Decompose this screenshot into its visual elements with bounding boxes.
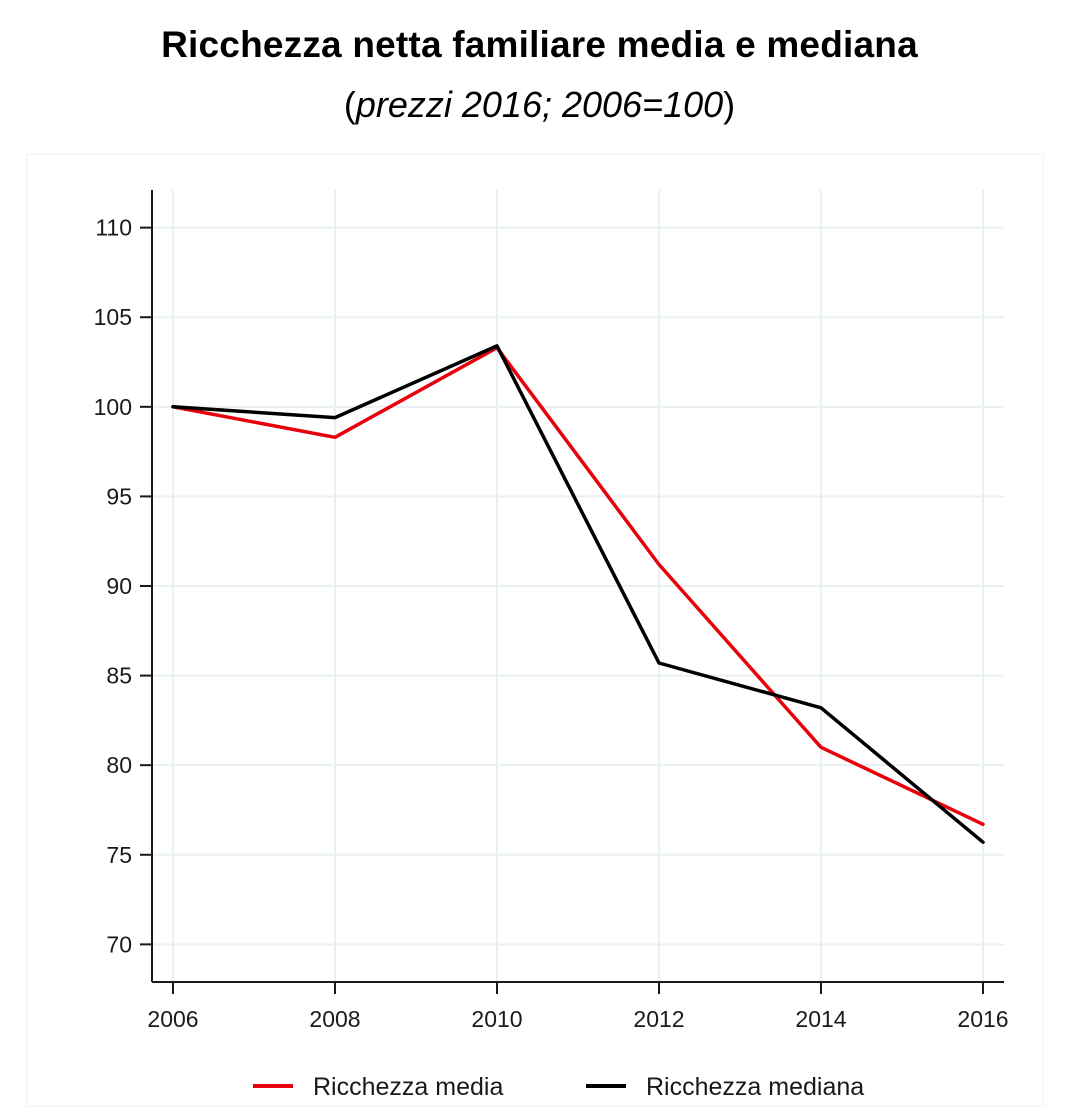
y-tick-label: 80 xyxy=(106,752,132,778)
y-tick-label: 90 xyxy=(106,573,132,599)
x-tick-label: 2016 xyxy=(957,1006,1008,1032)
axes: 70 75 80 85 90 95 100 105 110 2006 2008 2010 2012 201… xyxy=(94,190,1009,1032)
chart-subtitle: (prezzi 2016; 2006=100) xyxy=(0,84,1079,126)
series-lines xyxy=(171,344,985,844)
y-tick-label: 100 xyxy=(94,394,132,420)
plot-panel xyxy=(26,154,1044,1107)
x-tick-label: 2006 xyxy=(147,1006,198,1032)
series-line-ricchezza-mediana xyxy=(171,344,985,844)
subtitle-open-paren: ( xyxy=(343,84,356,125)
y-tick-label: 85 xyxy=(106,663,132,689)
y-tick-label: 75 xyxy=(106,842,132,868)
x-tick-label: 2014 xyxy=(795,1006,846,1032)
y-tick-label: 110 xyxy=(95,215,132,241)
x-tick-label: 2010 xyxy=(471,1006,522,1032)
subtitle-close-paren: ) xyxy=(723,84,736,125)
series-line-ricchezza-media xyxy=(171,345,985,827)
legend: Ricchezza media Ricchezza mediana xyxy=(253,1073,864,1101)
legend-label-ricchezza-mediana: Ricchezza mediana xyxy=(646,1073,864,1101)
grid-lines xyxy=(152,190,1004,982)
subtitle-text: prezzi 2016; 2006=100 xyxy=(355,84,724,125)
x-tick-label: 2008 xyxy=(309,1006,360,1032)
x-tick-label: 2012 xyxy=(633,1006,684,1032)
legend-label-ricchezza-media: Ricchezza media xyxy=(313,1073,503,1101)
y-tick-label: 95 xyxy=(106,483,132,509)
chart-title: Ricchezza netta familiare media e median… xyxy=(161,24,918,65)
y-tick-label: 70 xyxy=(106,931,132,957)
y-tick-label: 105 xyxy=(94,304,132,330)
